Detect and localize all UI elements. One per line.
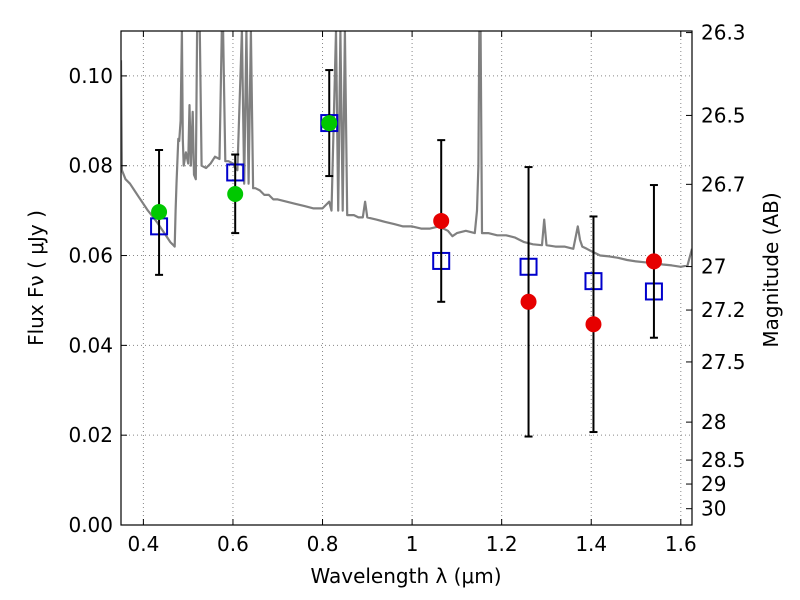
y2-tick-label-0: 26.3 — [701, 21, 746, 45]
observed-point-red-0 — [433, 212, 450, 229]
observed-point-red-3 — [645, 253, 662, 270]
plot-area — [121, 31, 692, 525]
y2-tick-label-9: 30 — [701, 497, 726, 521]
y2-tick-label-6: 28 — [701, 410, 726, 434]
y2-tick-label-2: 26.7 — [701, 172, 746, 196]
x-axis-title: Wavelength λ (μm) — [310, 564, 501, 588]
plot-markers — [150, 69, 663, 438]
model-spectrum-line — [121, 31, 692, 268]
y-tick-label-5: 0.10 — [68, 64, 113, 88]
y-axis-title: Flux Fν ( μJy ) — [24, 210, 48, 346]
observed-point-red-2 — [585, 316, 602, 333]
y-tick-label-0: 0.00 — [68, 513, 113, 537]
observed-point-green-2 — [321, 115, 338, 132]
x-tick-label-0: 0.4 — [127, 532, 159, 556]
plot-series — [121, 31, 692, 268]
x-tick-label-5: 1.4 — [575, 532, 607, 556]
y-tick-label-2: 0.04 — [68, 333, 113, 357]
y-tick-label-1: 0.02 — [68, 423, 113, 447]
y2-axis-title: Magnitude (AB) — [759, 192, 783, 347]
y-tick-label-3: 0.06 — [68, 244, 113, 268]
x-tick-label-6: 1.6 — [665, 532, 697, 556]
x-tick-label-3: 1 — [406, 532, 419, 556]
y2-tick-label-8: 29 — [701, 472, 726, 496]
x-tick-label-4: 1.2 — [486, 532, 518, 556]
y2-tick-label-5: 27.5 — [701, 350, 746, 374]
x-tick-label-2: 0.8 — [307, 532, 339, 556]
observed-point-green-0 — [151, 203, 168, 220]
x-tick-label-1: 0.6 — [217, 532, 249, 556]
observed-point-green-1 — [227, 186, 244, 203]
plot-frame — [120, 30, 693, 526]
axes: 0.4 0.6 0.8 1 1.2 1.4 1.6 0.00 0.02 0.04 0.06 0.08 0… — [68, 21, 745, 556]
observed-point-red-1 — [520, 293, 537, 310]
y-tick-label-4: 0.08 — [68, 154, 113, 178]
y2-tick-label-4: 27.2 — [701, 298, 746, 322]
y2-tick-label-1: 26.5 — [701, 103, 746, 127]
y2-tick-label-7: 28.5 — [701, 448, 746, 472]
y2-tick-label-3: 27 — [701, 255, 726, 279]
